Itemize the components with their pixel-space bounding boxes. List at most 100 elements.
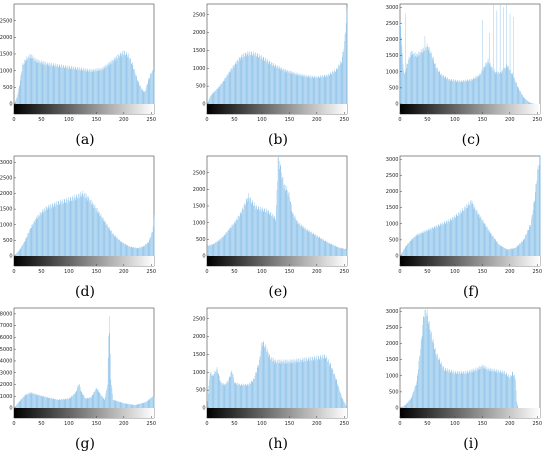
x-tick-label: 0: [398, 117, 401, 123]
y-tick-label: 1000: [386, 69, 399, 75]
y-tick-label: 0: [9, 406, 12, 412]
histogram-bars: [207, 156, 348, 256]
y-tick-label: 2000: [386, 189, 399, 195]
x-tick-label: 250: [339, 269, 349, 275]
x-tick-label: 100: [450, 269, 460, 275]
x-tick-label: 200: [505, 269, 515, 275]
histogram-bars: [14, 190, 155, 256]
panel-caption: (f): [462, 284, 480, 300]
x-tick-label: 250: [146, 421, 156, 427]
y-tick-label: 5000: [0, 347, 13, 353]
panel-caption: (h): [268, 436, 288, 452]
x-tick-label: 200: [119, 117, 129, 123]
grayscale-bar: [207, 408, 347, 418]
x-tick-label: 100: [450, 421, 460, 427]
y-tick-label: 3000: [386, 157, 399, 163]
y-tick-label: 2000: [0, 382, 13, 388]
y-tick-label: 500: [389, 237, 399, 243]
x-tick-label: 250: [339, 117, 349, 123]
x-tick-label: 250: [532, 421, 542, 427]
y-tick-label: 0: [395, 254, 398, 260]
histogram-panel: 0 500 1000 1500 2000 2500 0 50 100 150 200 250: [0, 0, 170, 150]
histogram-chart: 0 500 1000 1500 2000 2500 3000 0 50 100 150 200 250: [386, 307, 542, 427]
y-tick-label: 2000: [386, 341, 399, 347]
x-tick-label: 100: [64, 117, 74, 123]
histogram-panel: 0 500 1000 1500 2000 2500 0 50 100 150 200 250: [193, 304, 363, 454]
histogram-panel: 0 500 1000 1500 2000 2500 3000 0 50 100 150 200 250: [386, 0, 550, 150]
histogram-chart: 0 1000 2000 3000 4000 5000 6000 7000 8000 0 50 100 1…: [0, 307, 156, 427]
histogram-chart: 0 500 1000 1500 2000 2500 3000 0 50 100 150 200 250: [386, 155, 542, 275]
panel-caption: (g): [75, 436, 95, 452]
x-tick-label: 50: [424, 117, 430, 123]
histogram-panel: 0 500 1000 1500 2000 2500 3000 0 50 100 150 200 250: [0, 152, 170, 302]
x-tick-label: 200: [119, 269, 129, 275]
x-tick-label: 200: [505, 421, 515, 427]
y-tick-label: 2500: [386, 173, 399, 179]
y-tick-label: 3000: [386, 309, 399, 315]
y-tick-label: 2500: [193, 170, 206, 176]
grayscale-bar: [207, 104, 347, 114]
x-tick-label: 200: [312, 117, 322, 123]
grayscale-bar: [14, 256, 154, 266]
y-tick-label: 2000: [193, 30, 206, 36]
x-tick-label: 150: [478, 117, 488, 123]
y-tick-label: 7000: [0, 323, 13, 329]
panel-caption: (a): [75, 132, 95, 148]
x-tick-label: 200: [312, 269, 322, 275]
y-tick-label: 2000: [0, 191, 13, 197]
x-tick-label: 250: [532, 117, 542, 123]
histogram-bars: [207, 7, 348, 105]
x-tick-label: 150: [92, 421, 102, 427]
x-tick-label: 150: [285, 421, 295, 427]
y-tick-label: 1500: [386, 205, 399, 211]
y-tick-label: 0: [395, 102, 398, 108]
y-tick-label: 2500: [193, 316, 206, 322]
x-tick-label: 100: [257, 269, 267, 275]
x-tick-label: 50: [424, 421, 430, 427]
y-tick-label: 0: [202, 254, 205, 260]
x-tick-label: 0: [398, 269, 401, 275]
histogram-chart: 0 500 1000 1500 2000 2500 3000 0 50 100 150 200 250: [386, 3, 542, 123]
histogram-chart: 0 500 1000 1500 2000 2500 0 50 100 150 200 250: [193, 155, 349, 275]
panel-caption: (d): [75, 284, 95, 300]
grayscale-bar: [400, 104, 540, 114]
y-tick-label: 500: [389, 85, 399, 91]
x-tick-label: 0: [205, 421, 208, 427]
x-tick-label: 0: [12, 421, 15, 427]
panel-caption: (i): [463, 436, 479, 452]
y-tick-label: 1500: [386, 357, 399, 363]
histogram-panel: 0 500 1000 1500 2000 2500 0 50 100 150 200 250: [193, 152, 363, 302]
x-tick-label: 100: [257, 421, 267, 427]
y-tick-label: 1000: [0, 394, 13, 400]
y-tick-label: 0: [202, 102, 205, 108]
panel-caption: (c): [461, 132, 481, 148]
histogram-panel: 0 500 1000 1500 2000 2500 0 50 100 150 200 250: [193, 0, 363, 150]
histogram-chart: 0 500 1000 1500 2000 2500 3000 0 50 100 150 200 250: [0, 155, 156, 275]
histogram-bars: [400, 156, 541, 256]
y-tick-label: 500: [196, 237, 206, 243]
x-tick-label: 0: [398, 421, 401, 427]
x-tick-label: 150: [478, 421, 488, 427]
y-tick-label: 6000: [0, 335, 13, 341]
x-tick-label: 150: [92, 117, 102, 123]
x-tick-label: 50: [231, 421, 237, 427]
y-tick-label: 2000: [193, 334, 206, 340]
grayscale-bar: [14, 104, 154, 114]
x-tick-label: 50: [231, 117, 237, 123]
x-tick-label: 50: [38, 117, 44, 123]
x-tick-label: 250: [532, 269, 542, 275]
y-tick-label: 3000: [0, 160, 13, 166]
grayscale-bar: [14, 408, 154, 418]
y-tick-label: 0: [202, 406, 205, 412]
y-tick-label: 1500: [0, 52, 13, 58]
histogram-bars: [207, 341, 347, 408]
x-tick-label: 250: [146, 269, 156, 275]
x-tick-label: 200: [119, 421, 129, 427]
x-tick-label: 150: [92, 269, 102, 275]
y-tick-label: 2000: [0, 35, 13, 41]
grayscale-bar: [207, 256, 347, 266]
y-tick-label: 4000: [0, 359, 13, 365]
y-tick-label: 500: [196, 388, 206, 394]
y-tick-label: 2500: [0, 18, 13, 24]
